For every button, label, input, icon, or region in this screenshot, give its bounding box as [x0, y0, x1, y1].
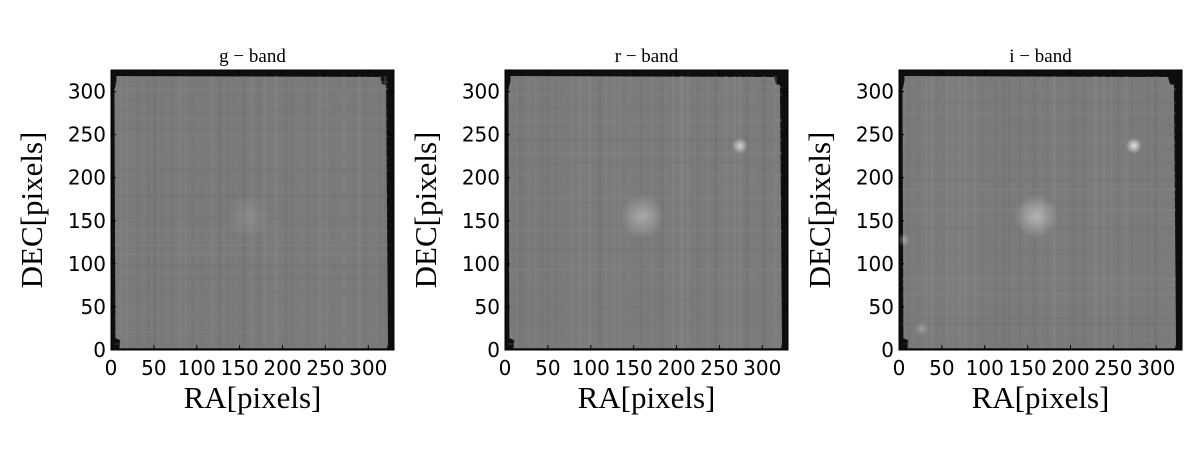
y-tick-label: 200: [462, 166, 500, 190]
source-2: [731, 137, 748, 154]
y-tick-label: 100: [68, 252, 106, 276]
panel-title: g − band: [219, 46, 286, 67]
y-tick-label: 300: [68, 80, 106, 104]
x-tick-label: 50: [141, 356, 166, 380]
y-tick-label: 50: [869, 295, 894, 319]
y-tick-label: 0: [881, 338, 894, 362]
y-axis-label: DEC[pixels]: [14, 132, 49, 289]
y-tick-label: 0: [487, 338, 500, 362]
panel-title: r − band: [615, 46, 679, 67]
source-1: [620, 194, 665, 239]
axes-frame: [110, 69, 395, 351]
axes-frame: [504, 69, 789, 351]
x-axis-label: RA[pixels]: [184, 380, 322, 415]
x-tick-label: 0: [105, 356, 118, 380]
y-tick-label: 50: [81, 295, 106, 319]
y-tick-label: 200: [856, 166, 894, 190]
x-tick-label: 300: [349, 356, 387, 380]
source-2: [1125, 137, 1142, 154]
source-4: [914, 321, 929, 336]
x-axis-label: RA[pixels]: [972, 380, 1110, 415]
panel-title: i − band: [1009, 46, 1072, 67]
y-axis-label: DEC[pixels]: [408, 132, 443, 289]
y-tick-label: 0: [93, 338, 106, 362]
y-tick-label: 250: [462, 123, 500, 147]
y-tick-label: 150: [856, 209, 894, 233]
axes-frame: [898, 69, 1183, 351]
x-tick-label: 200: [263, 356, 301, 380]
x-tick-label: 200: [1051, 356, 1089, 380]
y-axis-label: DEC[pixels]: [802, 132, 837, 289]
y-tick-label: 250: [856, 123, 894, 147]
x-tick-label: 0: [893, 356, 906, 380]
x-tick-label: 250: [306, 356, 344, 380]
x-tick-label: 100: [178, 356, 216, 380]
y-tick-label: 250: [68, 123, 106, 147]
source-1: [1014, 194, 1059, 239]
x-tick-label: 150: [615, 356, 653, 380]
x-tick-label: 300: [743, 356, 781, 380]
x-tick-label: 50: [929, 356, 954, 380]
x-tick-label: 150: [221, 356, 259, 380]
y-tick-label: 150: [68, 209, 106, 233]
y-tick-label: 150: [462, 209, 500, 233]
x-tick-label: 150: [1009, 356, 1047, 380]
x-tick-label: 250: [1094, 356, 1132, 380]
x-tick-label: 300: [1137, 356, 1175, 380]
y-tick-label: 100: [856, 252, 894, 276]
x-axis-label: RA[pixels]: [578, 380, 716, 415]
y-tick-label: 300: [462, 80, 500, 104]
y-tick-label: 50: [475, 295, 500, 319]
x-tick-label: 100: [572, 356, 610, 380]
x-tick-label: 200: [657, 356, 695, 380]
x-tick-label: 250: [700, 356, 738, 380]
y-tick-label: 100: [462, 252, 500, 276]
x-tick-label: 100: [966, 356, 1004, 380]
x-tick-label: 0: [499, 356, 512, 380]
x-tick-label: 50: [535, 356, 560, 380]
source-3: [896, 232, 911, 247]
y-tick-label: 200: [68, 166, 106, 190]
y-tick-label: 300: [856, 80, 894, 104]
source-1: [226, 194, 271, 239]
